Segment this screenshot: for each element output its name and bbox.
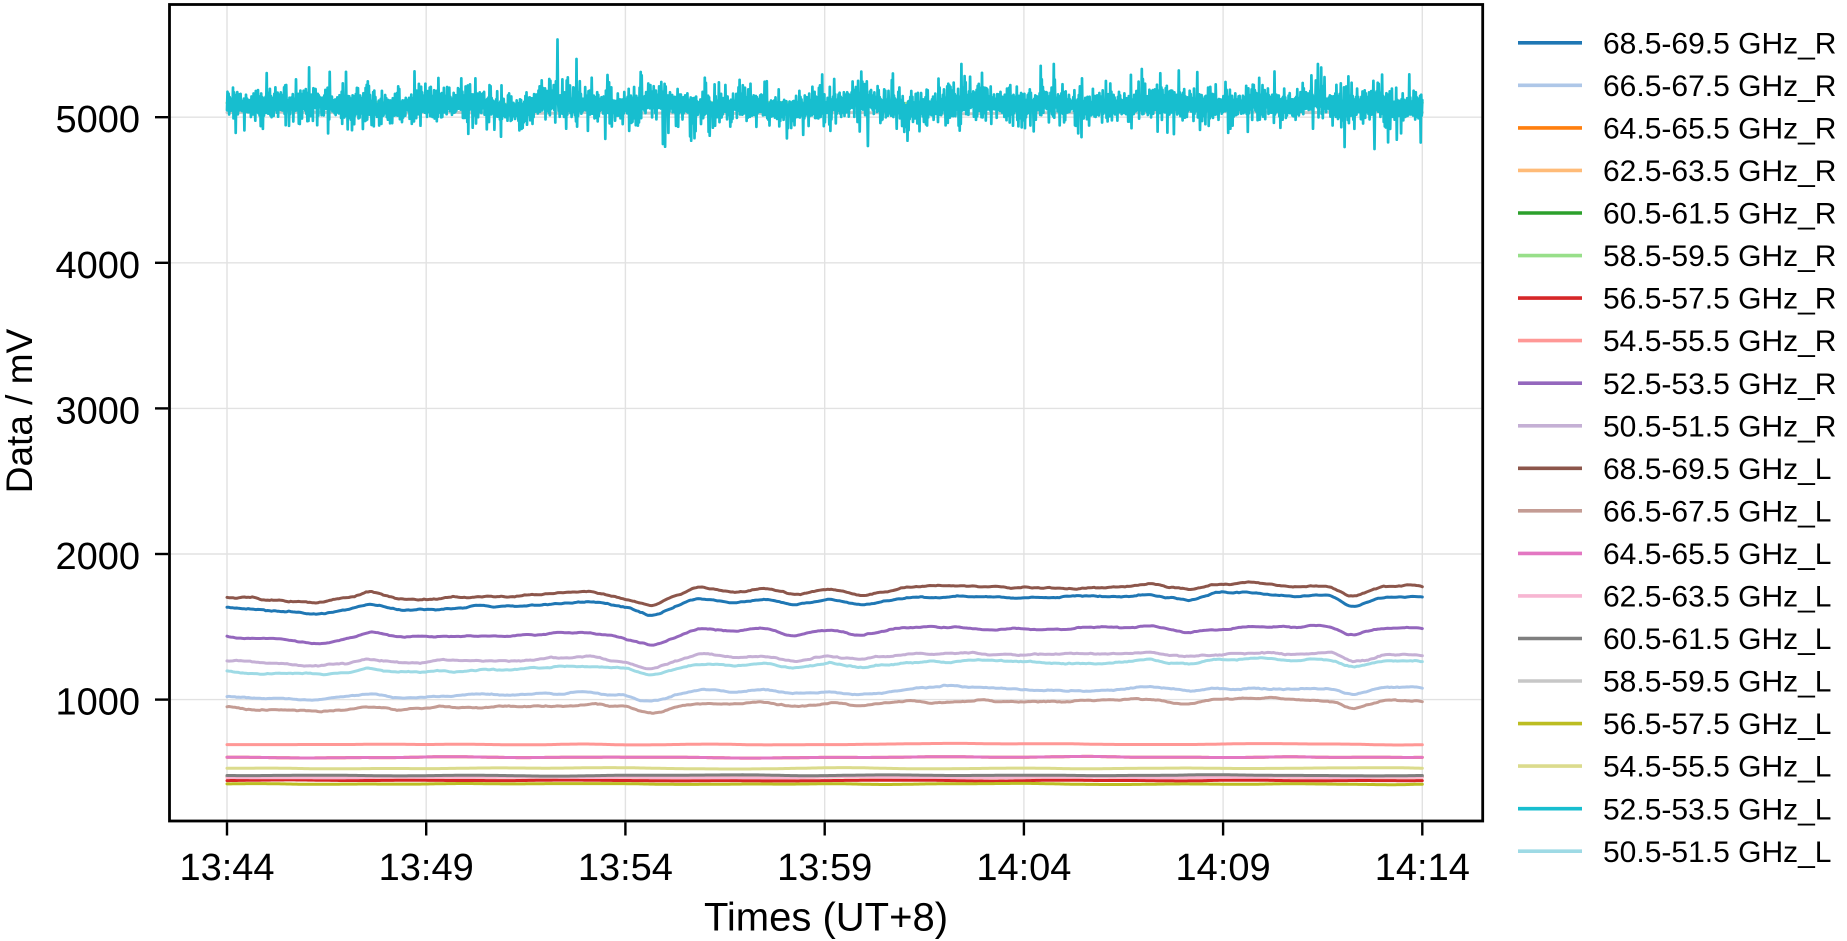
svg-text:60.5-61.5 GHz_R: 60.5-61.5 GHz_R [1603, 198, 1836, 231]
svg-text:52.5-53.5 GHz_L: 52.5-53.5 GHz_L [1603, 793, 1831, 826]
svg-text:66.5-67.5 GHz_R: 66.5-67.5 GHz_R [1603, 70, 1836, 103]
svg-text:64.5-65.5 GHz_L: 64.5-65.5 GHz_L [1603, 538, 1831, 571]
svg-text:14:14: 14:14 [1375, 847, 1470, 889]
svg-text:56.5-57.5 GHz_L: 56.5-57.5 GHz_L [1603, 708, 1831, 741]
svg-text:Times (UT+8): Times (UT+8) [704, 896, 948, 940]
svg-text:Data / mV: Data / mV [0, 328, 40, 493]
svg-text:50.5-51.5 GHz_R: 50.5-51.5 GHz_R [1603, 410, 1836, 443]
svg-text:1000: 1000 [55, 682, 140, 724]
svg-text:60.5-61.5 GHz_L: 60.5-61.5 GHz_L [1603, 623, 1831, 656]
svg-text:13:44: 13:44 [179, 847, 274, 889]
svg-text:62.5-63.5 GHz_R: 62.5-63.5 GHz_R [1603, 155, 1836, 188]
svg-text:68.5-69.5 GHz_R: 68.5-69.5 GHz_R [1603, 27, 1836, 60]
svg-text:54.5-55.5 GHz_L: 54.5-55.5 GHz_L [1603, 751, 1831, 784]
svg-text:50.5-51.5 GHz_L: 50.5-51.5 GHz_L [1603, 836, 1831, 869]
svg-text:2000: 2000 [55, 536, 140, 578]
svg-text:14:04: 14:04 [976, 847, 1071, 889]
svg-text:13:49: 13:49 [379, 847, 474, 889]
svg-text:52.5-53.5 GHz_R: 52.5-53.5 GHz_R [1603, 368, 1836, 401]
svg-text:14:09: 14:09 [1176, 847, 1271, 889]
svg-text:4000: 4000 [55, 245, 140, 287]
svg-text:62.5-63.5 GHz_L: 62.5-63.5 GHz_L [1603, 581, 1831, 614]
svg-text:64.5-65.5 GHz_R: 64.5-65.5 GHz_R [1603, 113, 1836, 146]
svg-text:56.5-57.5 GHz_R: 56.5-57.5 GHz_R [1603, 283, 1836, 316]
svg-text:68.5-69.5 GHz_L: 68.5-69.5 GHz_L [1603, 453, 1831, 486]
svg-text:58.5-59.5 GHz_L: 58.5-59.5 GHz_L [1603, 666, 1831, 699]
svg-text:66.5-67.5 GHz_L: 66.5-67.5 GHz_L [1603, 495, 1831, 528]
svg-text:13:54: 13:54 [578, 847, 673, 889]
svg-text:54.5-55.5 GHz_R: 54.5-55.5 GHz_R [1603, 325, 1836, 358]
svg-text:5000: 5000 [55, 99, 140, 141]
svg-text:58.5-59.5 GHz_R: 58.5-59.5 GHz_R [1603, 240, 1836, 273]
svg-text:13:59: 13:59 [777, 847, 872, 889]
svg-text:3000: 3000 [55, 390, 140, 432]
